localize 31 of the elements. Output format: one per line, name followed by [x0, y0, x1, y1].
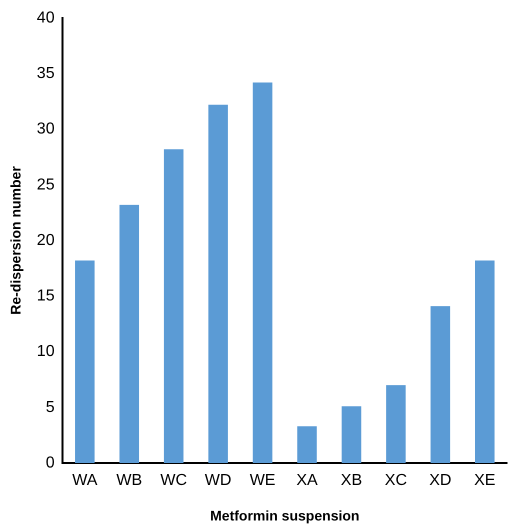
bar — [475, 260, 495, 463]
y-tick-label: 30 — [36, 120, 55, 138]
x-axis-title: Metformin suspension — [210, 507, 360, 524]
x-tick-label: XC — [384, 472, 408, 490]
y-axis-title: Re-dispersion number — [7, 166, 24, 315]
y-tick-label: 25 — [36, 176, 55, 194]
x-tick-label: XE — [474, 472, 496, 490]
bar — [208, 104, 228, 463]
y-tick-label: 10 — [36, 343, 55, 360]
bar — [297, 426, 317, 463]
y-tick-label: 5 — [46, 398, 55, 416]
x-tick-label: WB — [116, 472, 142, 490]
bar — [75, 260, 95, 463]
bar — [430, 306, 450, 463]
bar — [386, 385, 406, 463]
x-tick-label: XB — [340, 472, 362, 490]
x-tick-label: WE — [250, 472, 276, 490]
bar — [252, 82, 272, 463]
x-tick-label: WA — [72, 472, 98, 490]
bar — [119, 204, 140, 463]
x-tick-label: XD — [429, 472, 452, 490]
x-tick-label: XA — [296, 472, 318, 490]
bar — [164, 149, 184, 463]
y-tick-label: 0 — [46, 454, 55, 472]
y-tick-label: 20 — [36, 232, 55, 249]
y-tick-label: 40 — [36, 9, 55, 26]
y-tick-label: 15 — [36, 288, 55, 305]
x-tick-label: WD — [204, 472, 232, 490]
bar — [342, 406, 362, 463]
x-tick-label: WC — [160, 472, 188, 490]
y-tick-label: 35 — [36, 65, 55, 82]
